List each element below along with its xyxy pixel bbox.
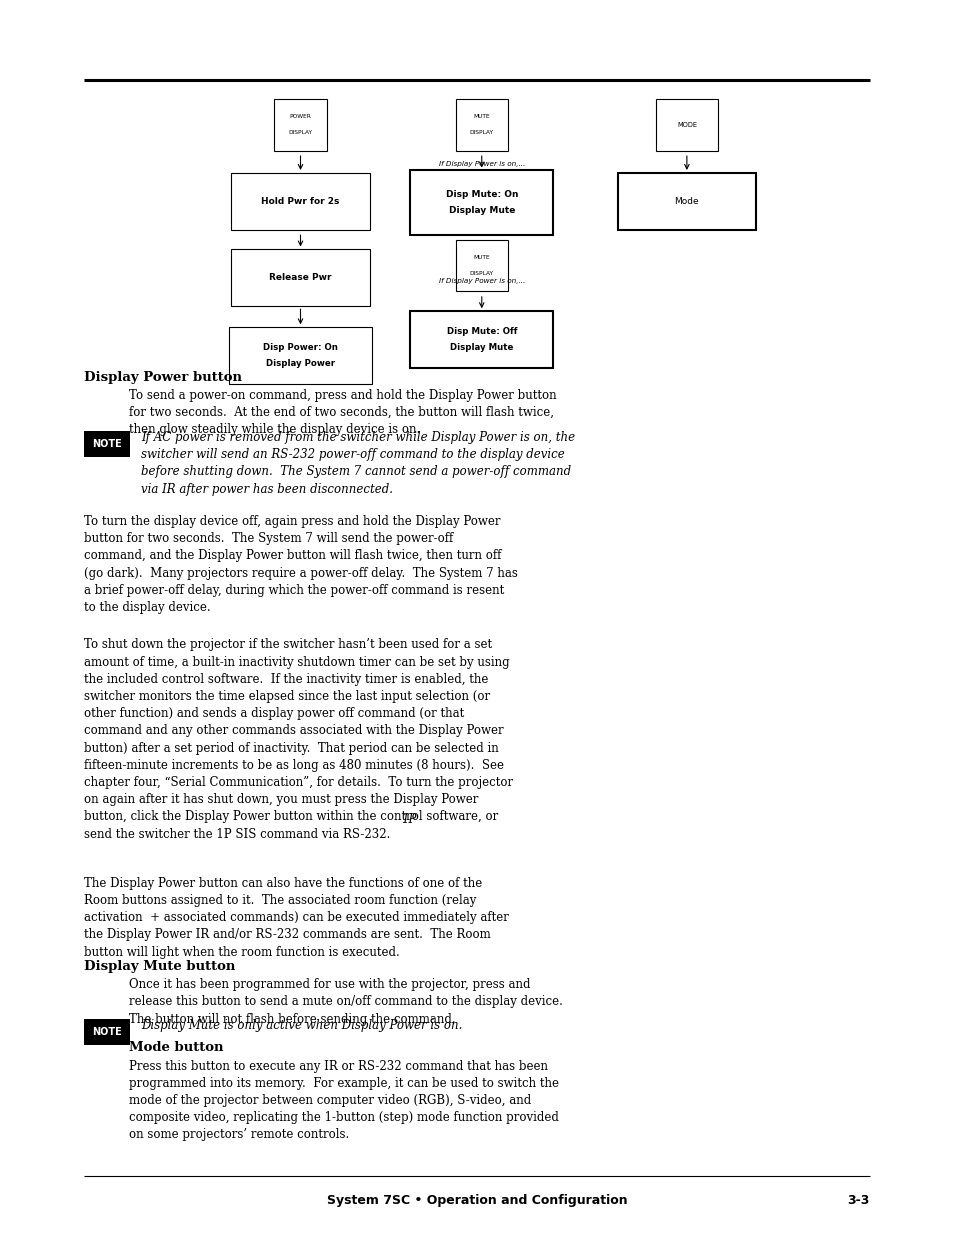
Text: MODE: MODE — [677, 122, 696, 127]
Bar — [229, 327, 372, 384]
Bar — [655, 99, 717, 151]
Text: DISPLAY: DISPLAY — [469, 270, 494, 277]
Bar — [410, 170, 553, 235]
Text: Mode button: Mode button — [129, 1041, 223, 1055]
Bar — [84, 1019, 130, 1045]
Bar — [410, 311, 553, 368]
Text: If AC power is removed from the switcher while Display Power is on, the
switcher: If AC power is removed from the switcher… — [141, 431, 575, 495]
Text: 3-3: 3-3 — [847, 1194, 869, 1208]
Bar — [231, 173, 369, 230]
Text: 1P: 1P — [400, 813, 416, 826]
Text: If Display Power is on,...: If Display Power is on,... — [438, 161, 524, 167]
Text: Display Power button: Display Power button — [84, 370, 242, 384]
Text: Display Mute is only active when Display Power is on.: Display Mute is only active when Display… — [141, 1019, 462, 1032]
Text: MUTE: MUTE — [473, 254, 490, 261]
Text: DISPLAY: DISPLAY — [288, 130, 313, 136]
Text: Release Pwr: Release Pwr — [269, 273, 332, 283]
Text: System 7SC • Operation and Configuration: System 7SC • Operation and Configuration — [326, 1194, 627, 1208]
Bar — [274, 99, 326, 151]
Text: MUTE: MUTE — [473, 114, 490, 120]
Text: Press this button to execute any IR or RS-232 command that has been
programmed i: Press this button to execute any IR or R… — [129, 1060, 558, 1141]
Text: If Display Power is on,...: If Display Power is on,... — [438, 278, 524, 284]
Bar — [455, 240, 507, 291]
Text: Display Mute: Display Mute — [448, 206, 515, 215]
Text: Disp Mute: Off: Disp Mute: Off — [446, 327, 517, 336]
Text: Display Mute button: Display Mute button — [84, 960, 235, 973]
Text: POWER: POWER — [290, 114, 311, 120]
Text: Disp Power: On: Disp Power: On — [263, 343, 337, 352]
Text: NOTE: NOTE — [91, 1026, 122, 1037]
Text: Display Power: Display Power — [266, 359, 335, 368]
Text: To send a power-on command, press and hold the Display Power button
for two seco: To send a power-on command, press and ho… — [129, 389, 556, 436]
Text: Hold Pwr for 2s: Hold Pwr for 2s — [261, 196, 339, 206]
Text: Once it has been programmed for use with the projector, press and
release this b: Once it has been programmed for use with… — [129, 978, 562, 1025]
Bar — [231, 249, 369, 306]
Bar — [455, 99, 507, 151]
Bar — [618, 173, 755, 230]
Text: To turn the display device off, again press and hold the Display Power
button fo: To turn the display device off, again pr… — [84, 515, 517, 614]
Text: The Display Power button can also have the functions of one of the
Room buttons : The Display Power button can also have t… — [84, 877, 508, 958]
Text: NOTE: NOTE — [91, 438, 122, 450]
Text: To shut down the projector if the switcher hasn’t been used for a set
amount of : To shut down the projector if the switch… — [84, 638, 513, 841]
Text: Mode: Mode — [674, 196, 699, 206]
Text: Disp Mute: On: Disp Mute: On — [445, 190, 517, 199]
Text: Display Mute: Display Mute — [450, 343, 513, 352]
Text: DISPLAY: DISPLAY — [469, 130, 494, 136]
Bar — [84, 431, 130, 457]
